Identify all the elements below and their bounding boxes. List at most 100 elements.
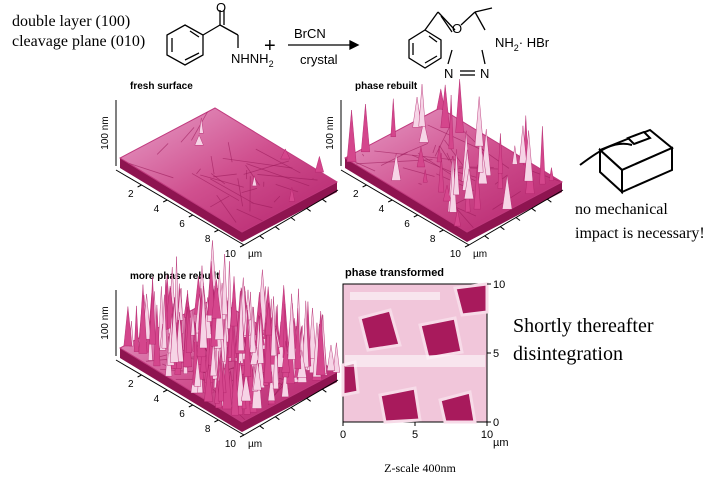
tick xyxy=(275,227,279,230)
afm-panels: fresh surface100 nm246810µmphase rebuilt… xyxy=(100,79,563,450)
tick xyxy=(414,215,418,217)
tick xyxy=(322,389,326,392)
header-line: double layer (100) xyxy=(12,13,130,30)
surface xyxy=(120,108,337,232)
tick xyxy=(500,227,504,230)
x-tick-label: 10 xyxy=(225,249,237,260)
amine: NH2· HBr xyxy=(495,35,550,53)
tick xyxy=(516,218,520,221)
panel-title: phase transformed xyxy=(345,267,444,279)
header: double layer (100) cleavage plane (010) xyxy=(12,13,145,50)
spike xyxy=(475,97,483,147)
spike xyxy=(222,254,228,315)
tick xyxy=(307,208,311,211)
spike xyxy=(361,104,370,152)
amine-text: NHNH xyxy=(231,51,269,66)
amine-text: NH xyxy=(495,35,514,50)
z-label: 100 nm xyxy=(100,116,111,149)
atom: O xyxy=(216,0,226,15)
x-tick-label: 8 xyxy=(430,234,436,245)
spike xyxy=(327,345,335,371)
plus: + xyxy=(264,35,276,57)
tick xyxy=(189,405,193,407)
tick xyxy=(275,417,279,420)
y-tick-label: 10 xyxy=(493,279,505,291)
tick xyxy=(240,435,244,437)
x-tick-label: 8 xyxy=(205,424,211,435)
atom: O xyxy=(452,21,462,36)
x-tick-label: 10 xyxy=(225,439,237,450)
conclusion-line: disintegration xyxy=(513,343,623,365)
x-tick-label: 6 xyxy=(404,219,410,230)
conclusion: Shortly thereafter disintegration xyxy=(513,315,654,365)
spike xyxy=(134,306,139,352)
x-tick-label: 5 xyxy=(412,429,418,441)
tick xyxy=(307,398,311,401)
afm-panel: more phase rebuilt100 nm246810µm xyxy=(100,240,340,450)
x-tick-label: 6 xyxy=(179,409,185,420)
x-tick-label: 4 xyxy=(154,204,160,215)
tick xyxy=(214,420,218,422)
x-tick-label: 4 xyxy=(154,394,160,405)
tick xyxy=(363,185,367,187)
tick xyxy=(439,230,443,232)
tick xyxy=(138,375,142,377)
unit: µm xyxy=(493,437,509,449)
tick xyxy=(485,236,489,239)
tick xyxy=(214,230,218,232)
x-tick-label: 4 xyxy=(379,204,385,215)
note-line: impact is necessary! xyxy=(575,225,705,242)
spike xyxy=(391,99,396,137)
x-tick-label: 8 xyxy=(205,234,211,245)
tick xyxy=(138,185,142,187)
spike xyxy=(124,306,132,346)
caption: Z-scale 400nm xyxy=(384,461,456,475)
tick xyxy=(322,199,326,202)
conclusion-line: Shortly thereafter xyxy=(513,315,654,337)
spike xyxy=(456,79,464,133)
header-line: cleavage plane (010) xyxy=(12,33,145,50)
x-tick-label: 0 xyxy=(340,429,346,441)
icon xyxy=(580,130,672,192)
tick xyxy=(547,199,551,202)
afm-panel: phase rebuilt 100 nm 2 4 6 8 10 µm xyxy=(325,79,563,260)
tick xyxy=(465,245,469,247)
x-unit: µm xyxy=(248,439,262,450)
panel-title: more phase rebuilt xyxy=(130,271,220,282)
afm-panel: fresh surface 100 nm 2 4 6 8 10 µm xyxy=(100,81,338,260)
x-tick-label: 2 xyxy=(128,189,134,200)
x-tick-label: 10 xyxy=(481,429,493,441)
subscript: 2 xyxy=(269,59,274,69)
spike xyxy=(231,276,238,326)
x-unit: µm xyxy=(248,249,262,260)
tick xyxy=(388,200,392,202)
tick xyxy=(240,245,244,247)
spike xyxy=(549,168,553,181)
atom: N xyxy=(480,66,489,81)
tick xyxy=(189,215,193,217)
tick xyxy=(260,236,264,239)
atom: N xyxy=(444,66,453,81)
x-tick-label: 10 xyxy=(450,249,462,260)
tick xyxy=(260,426,264,429)
afm-image xyxy=(343,284,487,422)
tick xyxy=(291,408,295,411)
x-tick-label: 6 xyxy=(179,219,185,230)
reagent: BrCN xyxy=(294,26,326,41)
tick xyxy=(163,200,167,202)
spike xyxy=(419,84,426,126)
spike xyxy=(347,110,356,162)
x-tick-label: 2 xyxy=(128,379,134,390)
y-tick-label: 5 xyxy=(493,348,499,360)
x-unit: µm xyxy=(473,249,487,260)
panel-title: fresh surface xyxy=(130,81,193,92)
panel-title: phase rebuilt xyxy=(355,81,418,92)
x-tick-label: 2 xyxy=(353,189,359,200)
y-tick-label: 0 xyxy=(493,417,499,429)
z-label: 100 nm xyxy=(325,116,336,149)
tick xyxy=(291,218,295,221)
note: no mechanical impact is necessary! xyxy=(575,201,705,242)
tick xyxy=(532,208,536,211)
spike xyxy=(540,126,546,184)
tick xyxy=(163,390,167,392)
